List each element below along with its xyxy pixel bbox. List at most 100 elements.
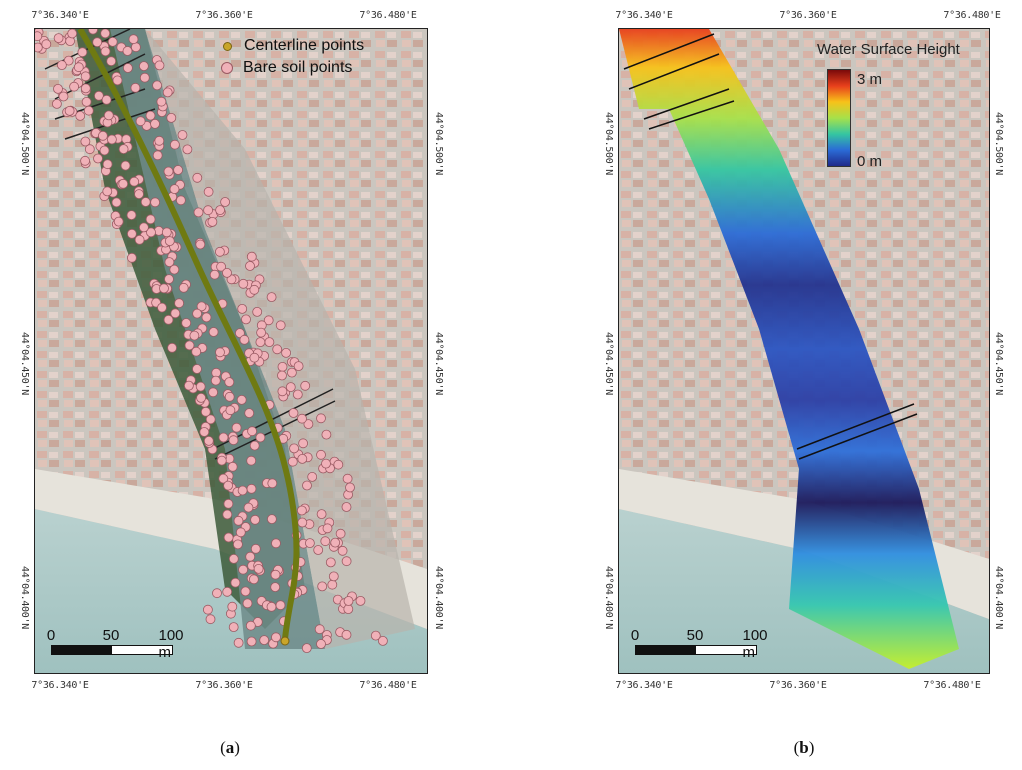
scale-label-50: 50 bbox=[686, 627, 704, 644]
bare-soil-point bbox=[209, 269, 220, 280]
right-coord-1: 44°04.500'N bbox=[433, 112, 444, 175]
bare-soil-point bbox=[246, 636, 257, 647]
bare-soil-point bbox=[316, 509, 327, 520]
bare-soil-point bbox=[288, 408, 299, 418]
bare-soil-point bbox=[281, 347, 292, 358]
bare-soil-point bbox=[316, 639, 326, 649]
map-panel-a: 7°36.340'E 7°36.360'E 7°36.480'E 44°04.5… bbox=[8, 0, 444, 770]
bare-soil-point bbox=[164, 236, 175, 247]
bare-soil-point bbox=[210, 375, 221, 386]
bare-soil-point bbox=[129, 176, 140, 187]
right-coord-3: 44°04.400'N bbox=[433, 566, 444, 629]
bare-soil-point bbox=[246, 455, 257, 466]
bare-soil-point bbox=[182, 144, 193, 155]
bare-soil-point bbox=[120, 160, 131, 171]
bare-soil-point bbox=[164, 257, 175, 268]
map-frame-a: Centerline points Bare soil points 0 50 … bbox=[34, 28, 428, 674]
bare-soil-point bbox=[191, 346, 202, 357]
bottom-coord-3: 7°36.480'E bbox=[359, 680, 417, 691]
left-coord-3: 44°04.400'N bbox=[19, 566, 30, 629]
bare-soil-point bbox=[80, 136, 91, 147]
bare-soil-point bbox=[304, 538, 315, 548]
bare-soil-point bbox=[207, 216, 218, 227]
bare-soil-point bbox=[255, 432, 266, 443]
bare-soil-point bbox=[103, 110, 114, 121]
bare-soil-point bbox=[135, 116, 146, 127]
bare-soil-point bbox=[199, 427, 210, 437]
bare-soil-point bbox=[250, 543, 261, 554]
bare-soil-point bbox=[370, 630, 381, 641]
bare-soil-point bbox=[100, 29, 111, 39]
bare-soil-point bbox=[118, 178, 129, 189]
bare-soil-point bbox=[80, 83, 91, 94]
water-surface-legend: Water Surface Height 3 m 0 m bbox=[817, 41, 989, 191]
bare-soil-point bbox=[321, 429, 332, 440]
bare-soil-point bbox=[192, 308, 203, 319]
bare-soil-point bbox=[127, 252, 137, 263]
bare-soil-point bbox=[243, 502, 254, 513]
bare-soil-point bbox=[102, 159, 113, 170]
bare-soil-point bbox=[232, 539, 243, 550]
bare-soil-point bbox=[63, 55, 74, 66]
bare-soil-point bbox=[227, 601, 238, 612]
bare-soil-point bbox=[69, 81, 79, 92]
bare-soil-point bbox=[51, 99, 62, 109]
bare-soil-point bbox=[208, 387, 219, 398]
bare-soil-point bbox=[200, 406, 211, 417]
bare-soil-point bbox=[293, 361, 304, 372]
bare-soil-point bbox=[94, 90, 104, 101]
aerial-map-b bbox=[619, 29, 989, 673]
bridges bbox=[623, 33, 918, 460]
bare-soil-point bbox=[298, 438, 309, 449]
aerial-map-a bbox=[35, 29, 427, 673]
bottom-coord-2: 7°36.360'E bbox=[195, 680, 253, 691]
bare-soil-point bbox=[253, 564, 264, 574]
bare-soil-point bbox=[139, 72, 150, 83]
legend: Centerline points Bare soil points bbox=[221, 35, 364, 79]
min-label: 0 m bbox=[857, 153, 883, 170]
right-coord-1: 44°04.500'N bbox=[993, 112, 1004, 175]
bare-soil-point bbox=[328, 571, 339, 582]
bare-soil-point bbox=[337, 545, 348, 556]
bare-soil-point bbox=[222, 267, 232, 278]
bare-soil-point bbox=[107, 134, 117, 145]
bare-soil-point bbox=[216, 261, 227, 272]
bare-soil-point bbox=[277, 370, 287, 381]
bare-soil-point bbox=[343, 596, 354, 606]
bare-soil-point bbox=[35, 31, 43, 42]
bare-soil-point bbox=[239, 334, 250, 345]
bare-soil-point bbox=[41, 39, 52, 50]
bare-soil-point bbox=[195, 239, 206, 250]
scale-label-0: 0 bbox=[630, 627, 640, 644]
bare-soil-point bbox=[240, 586, 251, 597]
bare-soil-point bbox=[215, 347, 225, 358]
bare-soil-point bbox=[164, 274, 174, 285]
bare-soil-point bbox=[244, 408, 255, 419]
bare-soil-point bbox=[156, 96, 167, 107]
bare-soil-point bbox=[218, 432, 229, 443]
bare-soil-point bbox=[271, 538, 281, 549]
bare-soil-point bbox=[189, 330, 200, 341]
bare-soil-point bbox=[178, 282, 189, 293]
bare-soil-point bbox=[277, 386, 288, 397]
bare-soil-point bbox=[355, 596, 366, 606]
bare-soil-point bbox=[267, 478, 278, 489]
bare-soil-point bbox=[316, 449, 326, 460]
bare-soil-point bbox=[345, 482, 355, 493]
bare-soil-point bbox=[139, 222, 149, 233]
bare-soil-point bbox=[175, 195, 186, 206]
left-coord-1: 44°04.500'N bbox=[603, 112, 614, 175]
bare-soil-point bbox=[297, 453, 308, 464]
bare-soil-point bbox=[128, 34, 139, 45]
bare-soil-point bbox=[203, 205, 214, 216]
bare-soil-point bbox=[122, 46, 133, 56]
bare-soil-point bbox=[100, 46, 111, 57]
caption-b: (b) bbox=[793, 738, 815, 757]
bare-soil-point bbox=[169, 139, 180, 150]
scale-label-100: 100 m bbox=[742, 627, 768, 661]
scale-bar-graphic bbox=[635, 645, 757, 655]
bare-soil-point bbox=[67, 29, 78, 39]
bare-soil-point bbox=[166, 113, 177, 123]
bare-soil-point bbox=[81, 97, 92, 107]
bare-soil-point bbox=[223, 480, 234, 491]
